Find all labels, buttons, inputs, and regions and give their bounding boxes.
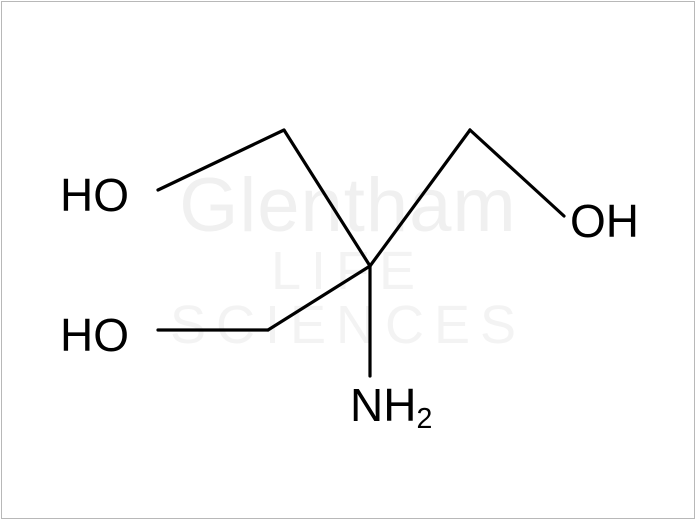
atom-label-ho-upper: HO	[60, 168, 129, 222]
atom-sub: 2	[416, 403, 432, 435]
atom-text: HO	[60, 309, 129, 361]
atom-text: OH	[570, 195, 639, 247]
atom-label-nh2: NH2	[350, 378, 432, 436]
atom-label-ho-lower: HO	[60, 308, 129, 362]
atom-text: HO	[60, 169, 129, 221]
atom-label-oh-right: OH	[570, 194, 639, 248]
molecule-bonds	[0, 0, 696, 520]
atom-text: NH	[350, 379, 416, 431]
